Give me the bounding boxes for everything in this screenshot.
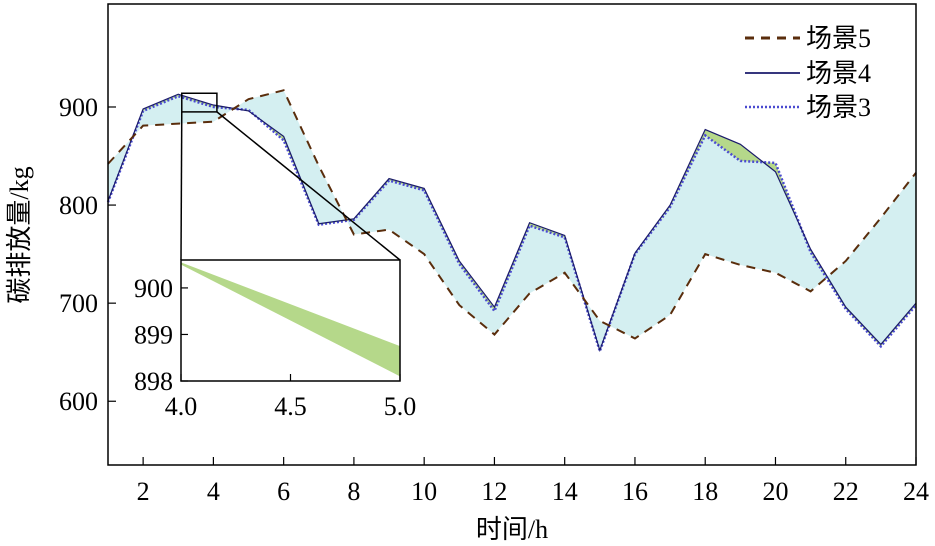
y-axis-label: 碳排放量/kg bbox=[5, 166, 34, 303]
y-tick-label: 600 bbox=[59, 387, 98, 416]
y-tick-label: 900 bbox=[59, 93, 98, 122]
inset-chart: 4.0 4.5 5.0 898 899 900 bbox=[134, 259, 417, 421]
inset-y-tick-label: 898 bbox=[134, 367, 173, 396]
x-tick-label: 24 bbox=[903, 477, 929, 506]
x-tick-label: 2 bbox=[137, 477, 150, 506]
zoom-indicator bbox=[180, 92, 401, 261]
series-line-1 bbox=[107, 89, 917, 340]
x-tick-label: 4 bbox=[207, 477, 220, 506]
x-tick-label: 22 bbox=[833, 477, 859, 506]
legend-label-series-5: 场景5 bbox=[806, 24, 871, 53]
x-tick-label: 20 bbox=[762, 477, 788, 506]
x-tick-label: 16 bbox=[622, 477, 648, 506]
inset-y-tick-label: 900 bbox=[134, 274, 173, 303]
inset-x-tick-label: 4.5 bbox=[274, 392, 307, 421]
x-tick-label: 12 bbox=[481, 477, 507, 506]
x-tick-label: 18 bbox=[692, 477, 718, 506]
x-tick-label: 14 bbox=[552, 477, 578, 506]
x-tick-label: 8 bbox=[347, 477, 360, 506]
zoom-connector-right bbox=[216, 111, 401, 261]
inset-band bbox=[181, 262, 400, 377]
plot-frame bbox=[107, 3, 917, 466]
zoom-box bbox=[181, 92, 218, 113]
x-axis-label: 时间/h bbox=[476, 515, 548, 544]
legend-label-series-3: 场景3 bbox=[806, 93, 871, 122]
inset-y-tick-label: 899 bbox=[134, 320, 173, 349]
inset-x-tick-label: 5.0 bbox=[384, 392, 417, 421]
y-tick-label: 800 bbox=[59, 191, 98, 220]
y-tick-label: 700 bbox=[59, 289, 98, 318]
fill-bands bbox=[108, 90, 916, 352]
legend-label-series-4: 场景4 bbox=[806, 59, 871, 88]
series-line-2 bbox=[107, 93, 917, 353]
legend: 场景5 场景4 场景3 bbox=[745, 24, 871, 122]
series-lines bbox=[106, 89, 917, 356]
fill-band-1 bbox=[108, 90, 916, 351]
inset-x-tick-label: 4.0 bbox=[165, 392, 198, 421]
zoom-connector-left bbox=[180, 111, 183, 261]
x-tick-label: 10 bbox=[411, 477, 437, 506]
x-tick-label: 6 bbox=[277, 477, 290, 506]
